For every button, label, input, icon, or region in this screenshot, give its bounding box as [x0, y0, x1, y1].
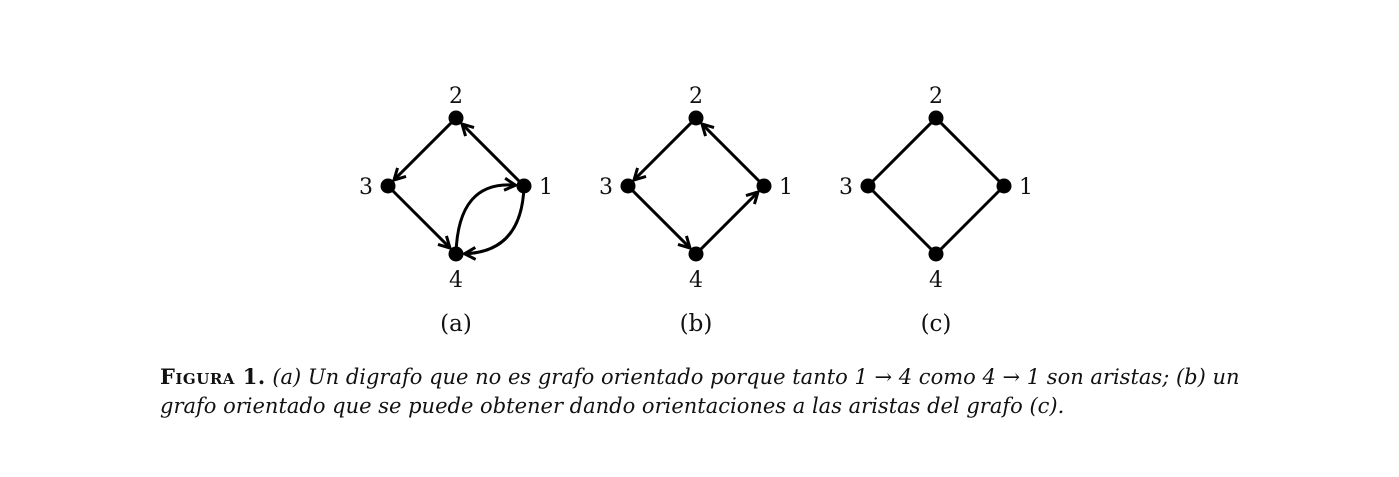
node-label-b-2: 2: [689, 84, 703, 109]
graph-c: 1 2 3 4 (c): [839, 84, 1033, 337]
edge-a-1-4: [464, 185, 526, 256]
edge-a-1-2-arrow: [459, 121, 475, 137]
edge-c-2-3: [866, 116, 938, 188]
node-c-3: [860, 178, 876, 194]
edge-b-4-1: [694, 190, 760, 256]
node-a-2: [448, 110, 464, 126]
edge-a-1-4-arrow: [461, 246, 477, 261]
node-label-a-1: 1: [539, 175, 553, 200]
edge-b-4-1-arrow: [745, 189, 761, 205]
edge-b-1-2: [700, 122, 766, 188]
node-label-b-4: 4: [689, 268, 703, 293]
subfigure-label-a: (a): [440, 311, 472, 337]
node-label-c-2: 2: [929, 84, 943, 109]
node-c-4: [928, 246, 944, 262]
edge-b-2-3: [632, 116, 698, 182]
node-label-a-2: 2: [449, 84, 463, 109]
edge-b-3-4-arrow: [677, 235, 693, 251]
figure-caption: Figura 1. (a) Un digrafo que no es grafo…: [160, 362, 1250, 421]
node-b-3: [620, 178, 636, 194]
edge-a-2-3: [392, 116, 458, 182]
node-label-b-1: 1: [779, 175, 793, 200]
node-label-a-3: 3: [359, 175, 373, 200]
edge-b-2-3-arrow: [631, 167, 647, 183]
edge-a-4-1: [454, 183, 516, 255]
edge-a-4-1-arrow: [503, 177, 519, 192]
edge-a-3-4-arrow: [437, 235, 453, 251]
node-c-2: [928, 110, 944, 126]
edge-c-4-1: [934, 184, 1006, 256]
edge-b-3-4: [626, 184, 692, 250]
edge-c-3-4: [866, 184, 938, 256]
graph-b: 1 2 3 4 (b): [599, 84, 793, 337]
edge-b-1-2-arrow: [699, 121, 715, 137]
node-label-c-1: 1: [1019, 175, 1033, 200]
node-label-a-4: 4: [449, 268, 463, 293]
node-b-4: [688, 246, 704, 262]
graph-a: 1 2 3 4 (a): [359, 84, 553, 337]
subfigure-label-b: (b): [680, 311, 713, 337]
node-label-c-3: 3: [839, 175, 853, 200]
figure: 1 2 3 4 (a) 1 2 3 4 (b) 1 2 3 4 (c): [359, 84, 1033, 337]
edge-c-1-2: [934, 116, 1006, 188]
edge-a-2-3-arrow: [391, 167, 407, 183]
node-b-1: [756, 178, 772, 194]
edge-a-1-2: [460, 122, 526, 188]
subfigure-label-c: (c): [921, 311, 952, 337]
node-a-3: [380, 178, 396, 194]
node-b-2: [688, 110, 704, 126]
caption-text: (a) Un digrafo que no es grafo orientado…: [160, 365, 1240, 418]
node-label-b-3: 3: [599, 175, 613, 200]
edge-a-3-4: [386, 184, 452, 250]
node-c-1: [996, 178, 1012, 194]
node-label-c-4: 4: [929, 268, 943, 293]
node-a-1: [516, 178, 532, 194]
caption-label: Figura 1.: [160, 364, 266, 389]
node-a-4: [448, 246, 464, 262]
